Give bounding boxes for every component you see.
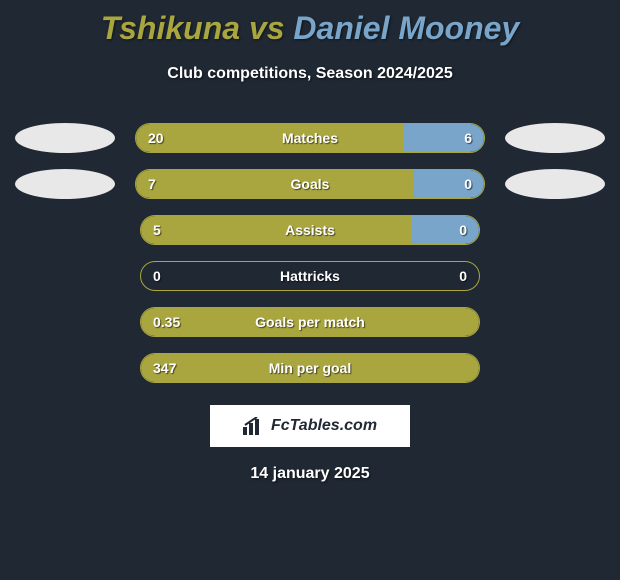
stat-value-right: 0 bbox=[459, 222, 467, 238]
bar-left-segment bbox=[136, 170, 414, 198]
stat-value-right: 0 bbox=[459, 268, 467, 284]
stat-bar: 5 0 Assists bbox=[140, 215, 480, 245]
stat-label: Goals bbox=[291, 176, 330, 192]
player2-avatar bbox=[505, 169, 605, 199]
stat-row: 347 Min per goal bbox=[0, 353, 620, 383]
stat-bar: 7 0 Goals bbox=[135, 169, 485, 199]
player1-avatar bbox=[15, 123, 115, 153]
stat-bar: 0 0 Hattricks bbox=[140, 261, 480, 291]
chart-icon bbox=[243, 417, 265, 435]
stat-value-left: 0.35 bbox=[153, 314, 180, 330]
player2-avatar bbox=[505, 123, 605, 153]
stat-bar: 347 Min per goal bbox=[140, 353, 480, 383]
player1-name: Tshikuna bbox=[101, 10, 240, 46]
stat-bar: 20 6 Matches bbox=[135, 123, 485, 153]
bar-right-segment bbox=[414, 170, 484, 198]
stat-value-left: 5 bbox=[153, 222, 161, 238]
stat-label: Assists bbox=[285, 222, 335, 238]
stat-label: Hattricks bbox=[280, 268, 340, 284]
stat-label: Matches bbox=[282, 130, 338, 146]
brand-badge: FcTables.com bbox=[210, 405, 410, 447]
stat-row: 20 6 Matches bbox=[0, 123, 620, 153]
stat-label: Min per goal bbox=[269, 360, 351, 376]
stat-row: 5 0 Assists bbox=[0, 215, 620, 245]
bar-left-segment bbox=[141, 216, 411, 244]
stat-value-right: 6 bbox=[464, 130, 472, 146]
stat-rows: 20 6 Matches 7 0 Goals 5 0 Assists 0 0 Hattricks 0.3… bbox=[0, 123, 620, 383]
brand-text: FcTables.com bbox=[271, 417, 377, 435]
vs-text: vs bbox=[249, 10, 285, 46]
stat-row: 7 0 Goals bbox=[0, 169, 620, 199]
stat-bar: 0.35 Goals per match bbox=[140, 307, 480, 337]
date-text: 14 january 2025 bbox=[0, 465, 620, 483]
stat-value-left: 7 bbox=[148, 176, 156, 192]
stat-value-left: 0 bbox=[153, 268, 161, 284]
comparison-title: Tshikuna vs Daniel Mooney bbox=[0, 0, 620, 47]
stat-row: 0 0 Hattricks bbox=[0, 261, 620, 291]
bar-right-segment bbox=[411, 216, 479, 244]
stat-value-left: 20 bbox=[148, 130, 164, 146]
player2-name: Daniel Mooney bbox=[293, 10, 519, 46]
stat-value-left: 347 bbox=[153, 360, 176, 376]
subtitle: Club competitions, Season 2024/2025 bbox=[0, 65, 620, 83]
stat-row: 0.35 Goals per match bbox=[0, 307, 620, 337]
stat-value-right: 0 bbox=[464, 176, 472, 192]
bar-left-segment bbox=[136, 124, 404, 152]
player1-avatar bbox=[15, 169, 115, 199]
stat-label: Goals per match bbox=[255, 314, 365, 330]
